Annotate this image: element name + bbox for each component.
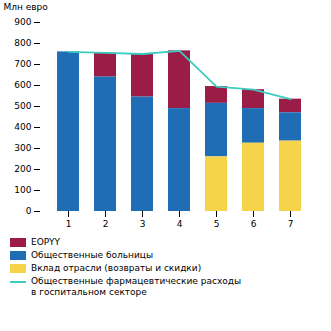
svg-text:800: 800: [14, 38, 31, 48]
svg-text:3: 3: [140, 219, 146, 229]
svg-text:5: 5: [214, 219, 220, 229]
svg-text:500: 500: [14, 101, 31, 111]
html-text:Общественные фармацевтические: Общественные фармацевтические расходы в …: [31, 276, 242, 297]
svg-text:200: 200: [14, 164, 31, 174]
html-text:EOPYY: EOPYY: [31, 237, 60, 247]
svg-text:100: 100: [14, 185, 31, 195]
svg-text:900: 900: [14, 17, 31, 27]
svg-text:0: 0: [26, 206, 32, 216]
html-text:Вклад отрасли (возвраты и скид: Вклад отрасли (возвраты и скидки): [31, 263, 202, 273]
svg-text:2: 2: [103, 219, 109, 229]
svg-text:700: 700: [14, 59, 31, 69]
svg-text:6: 6: [251, 219, 257, 229]
svg-text:4: 4: [177, 219, 183, 229]
svg-text:1: 1: [66, 219, 72, 229]
svg-text:300: 300: [14, 143, 31, 153]
svg-text:400: 400: [14, 122, 31, 132]
svg-text:7: 7: [288, 219, 294, 229]
svg-text:Млн евро: Млн евро: [4, 2, 49, 12]
html-text:Общественные больницы: Общественные больницы: [31, 250, 153, 260]
svg-text:600: 600: [14, 80, 31, 90]
